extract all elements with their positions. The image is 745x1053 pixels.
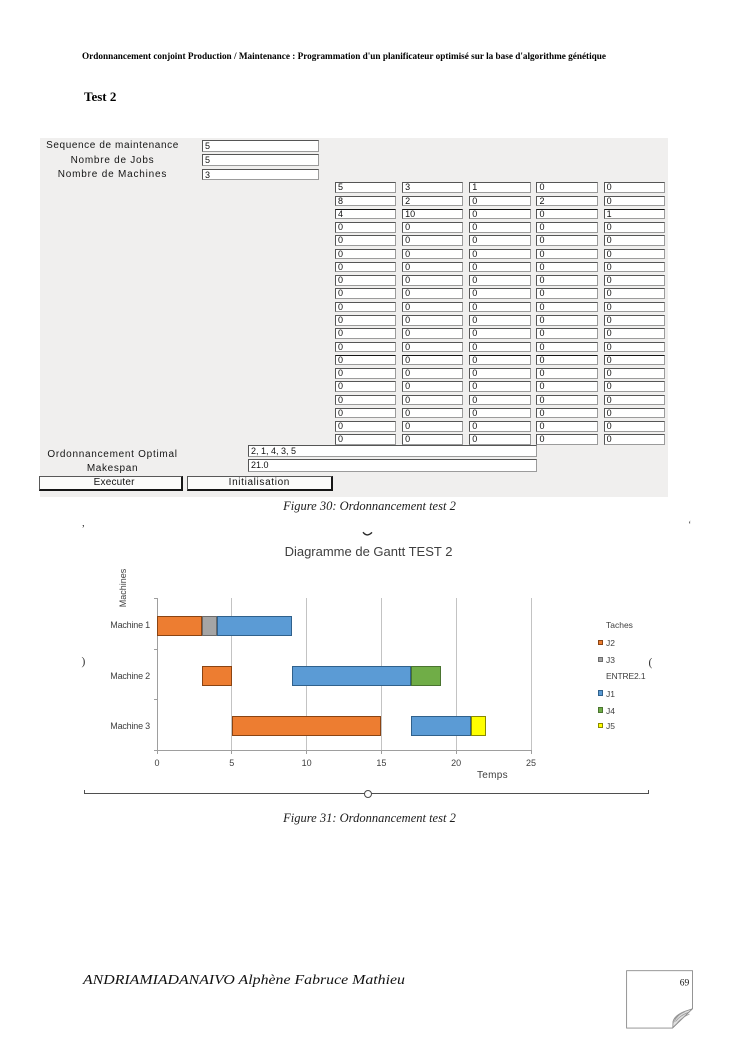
svg-text:69: 69 — [680, 978, 690, 988]
